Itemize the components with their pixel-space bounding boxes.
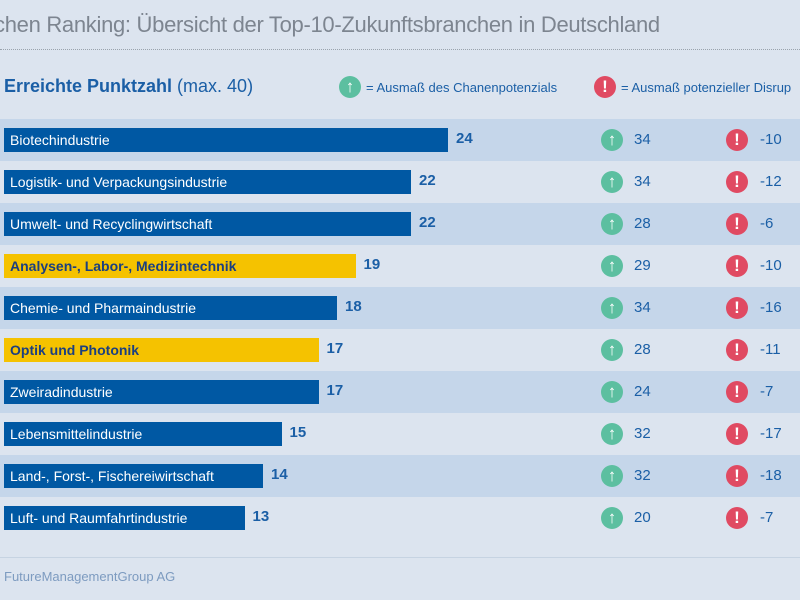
bar-value: 18 xyxy=(345,298,362,315)
table-row: Lebensmittelindustrie 15 ↑ 32 ! -17 xyxy=(0,413,800,455)
footer-divider xyxy=(0,557,800,558)
bar: Luft- und Raumfahrtindustrie xyxy=(4,506,245,530)
bar: Umwelt- und Recyclingwirtschaft xyxy=(4,212,411,236)
arrow-up-icon: ↑ xyxy=(601,507,623,529)
disruption-value: -11 xyxy=(760,341,781,358)
potential-value: 34 xyxy=(634,131,651,148)
potential-value: 29 xyxy=(634,257,651,274)
arrow-up-icon: ↑ xyxy=(601,213,623,235)
exclamation-icon: ! xyxy=(726,129,748,151)
table-row: Logistik- und Verpackungsindustrie 22 ↑ … xyxy=(0,161,800,203)
potential-value: 20 xyxy=(634,509,651,526)
score-header: Erreichte Punktzahl (max. 40) xyxy=(4,76,253,97)
page-title: chen Ranking: Übersicht der Top-10-Zukun… xyxy=(0,12,660,37)
table-row: Umwelt- und Recyclingwirtschaft 22 ↑ 28 … xyxy=(0,203,800,245)
disruption-value: -18 xyxy=(760,467,782,484)
score-header-max: (max. 40) xyxy=(172,76,254,96)
potential-value: 28 xyxy=(634,341,651,358)
table-row: Analysen-, Labor-, Medizintechnik 19 ↑ 2… xyxy=(0,245,800,287)
table-row: Zweiradindustrie 17 ↑ 24 ! -7 xyxy=(0,371,800,413)
bar-value: 17 xyxy=(326,382,344,399)
bar-value: 22 xyxy=(419,214,436,231)
legend-potential: ↑ = Ausmaß des Chanenpotenzials xyxy=(339,76,557,98)
potential-value: 24 xyxy=(634,383,651,400)
legend-potential-label: = Ausmaß des Chanenpotenzials xyxy=(366,79,558,95)
bar: Lebensmittelindustrie xyxy=(4,422,282,446)
arrow-up-icon: ↑ xyxy=(601,129,623,151)
disruption-value: -17 xyxy=(760,425,782,442)
exclamation-icon: ! xyxy=(594,76,616,98)
disruption-value: -7 xyxy=(760,383,774,400)
bar-value: 24 xyxy=(456,130,473,147)
exclamation-icon: ! xyxy=(726,297,748,319)
exclamation-icon: ! xyxy=(726,423,748,445)
exclamation-icon: ! xyxy=(726,507,748,529)
potential-value: 34 xyxy=(634,173,651,190)
disruption-value: -16 xyxy=(760,299,782,316)
arrow-up-icon: ↑ xyxy=(601,465,623,487)
exclamation-icon: ! xyxy=(726,213,748,235)
exclamation-icon: ! xyxy=(726,255,748,277)
arrow-up-icon: ↑ xyxy=(601,423,623,445)
exclamation-icon: ! xyxy=(726,381,748,403)
exclamation-icon: ! xyxy=(726,339,748,361)
arrow-up-icon: ↑ xyxy=(339,76,361,98)
table-row: Land-, Forst-, Fischereiwirtschaft 14 ↑ … xyxy=(0,455,800,497)
bar: Analysen-, Labor-, Medizintechnik xyxy=(4,254,356,278)
arrow-up-icon: ↑ xyxy=(601,339,623,361)
bar: Land-, Forst-, Fischereiwirtschaft xyxy=(4,464,263,488)
score-header-bold: Erreichte Punktzahl xyxy=(4,76,173,96)
bar-value: 22 xyxy=(419,172,436,189)
bar-value: 15 xyxy=(289,424,307,441)
table-row: Optik und Photonik 17 ↑ 28 ! -11 xyxy=(0,329,800,371)
table-row: Biotechindustrie 24 ↑ 34 ! -10 xyxy=(0,119,800,161)
arrow-up-icon: ↑ xyxy=(601,297,623,319)
disruption-value: -7 xyxy=(760,509,774,526)
disruption-value: -6 xyxy=(760,215,774,232)
legend-disruption: ! = Ausmaß potenzieller Disrup xyxy=(594,76,791,98)
arrow-up-icon: ↑ xyxy=(601,171,623,193)
bar-value: 13 xyxy=(252,508,270,525)
disruption-value: -12 xyxy=(760,173,782,190)
divider xyxy=(0,49,800,50)
potential-value: 32 xyxy=(634,425,651,442)
table-row: Chemie- und Pharmaindustrie 18 ↑ 34 ! -1… xyxy=(0,287,800,329)
legend-disruption-label: = Ausmaß potenzieller Disrup xyxy=(621,79,792,95)
bar: Optik und Photonik xyxy=(4,338,319,362)
bar: Logistik- und Verpackungsindustrie xyxy=(4,170,411,194)
bar-value: 17 xyxy=(326,340,344,357)
footer-source: FutureManagementGroup AG xyxy=(4,569,176,584)
potential-value: 34 xyxy=(634,299,651,316)
table-row: Luft- und Raumfahrtindustrie 13 ↑ 20 ! -… xyxy=(0,497,800,539)
arrow-up-icon: ↑ xyxy=(601,381,623,403)
arrow-up-icon: ↑ xyxy=(601,255,623,277)
exclamation-icon: ! xyxy=(726,171,748,193)
disruption-value: -10 xyxy=(760,131,782,148)
bar: Zweiradindustrie xyxy=(4,380,319,404)
exclamation-icon: ! xyxy=(726,465,748,487)
bar: Biotechindustrie xyxy=(4,128,448,152)
bar-value: 19 xyxy=(363,256,381,273)
potential-value: 28 xyxy=(634,215,651,232)
bar: Chemie- und Pharmaindustrie xyxy=(4,296,337,320)
potential-value: 32 xyxy=(634,467,651,484)
bar-value: 14 xyxy=(271,466,288,483)
disruption-value: -10 xyxy=(760,257,782,274)
